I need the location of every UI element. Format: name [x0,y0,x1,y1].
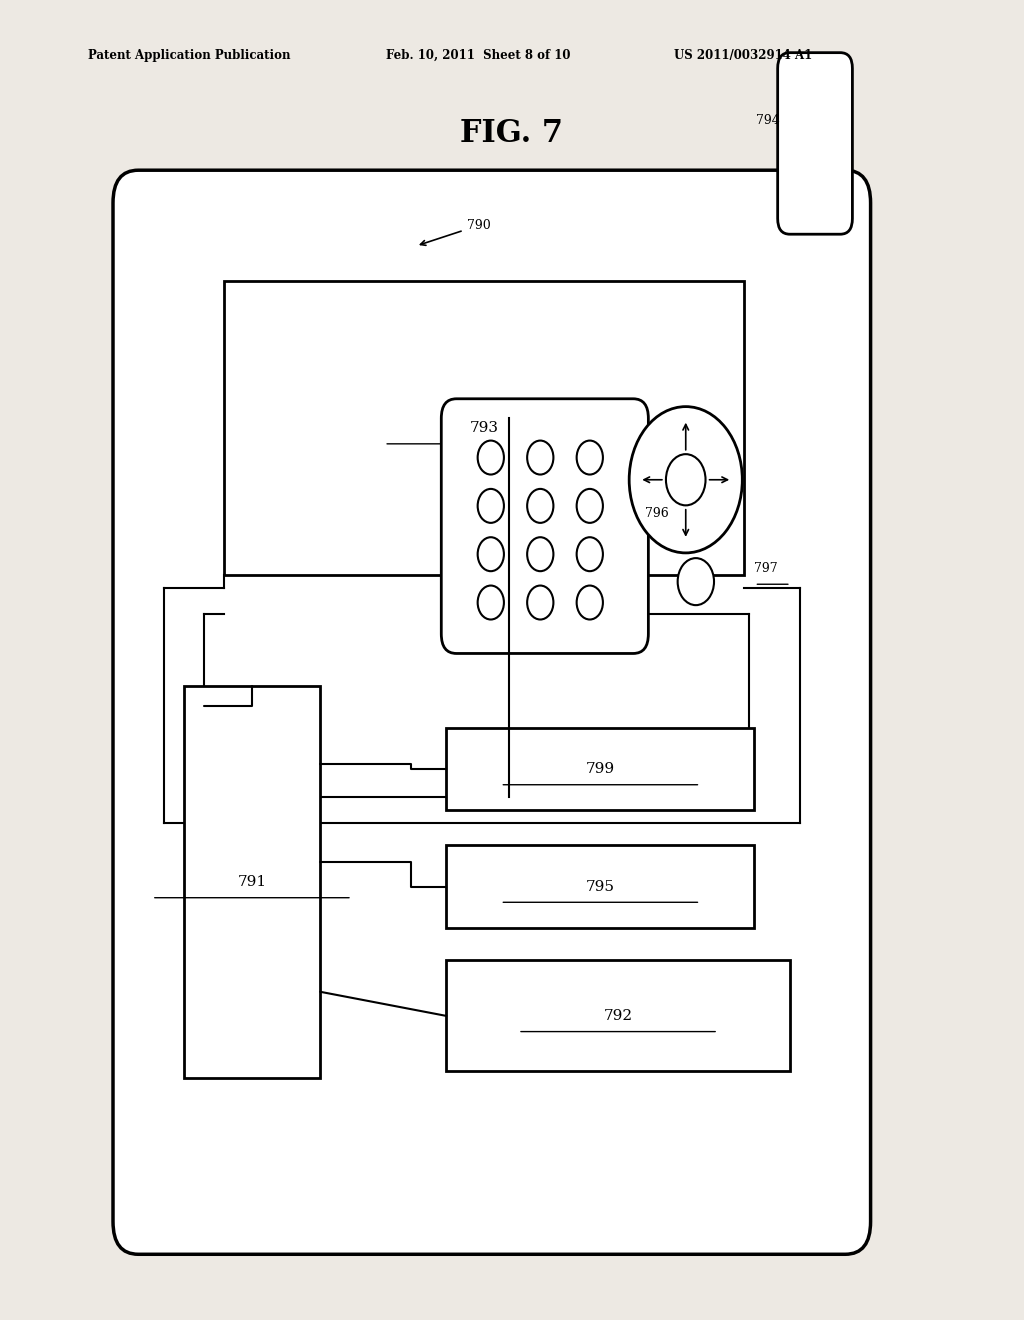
Circle shape [629,407,742,553]
Circle shape [477,441,504,474]
Circle shape [527,586,553,619]
FancyBboxPatch shape [777,53,852,234]
Circle shape [577,586,603,619]
Text: 795: 795 [586,879,614,894]
Text: 793: 793 [470,421,499,436]
Circle shape [577,441,603,474]
Circle shape [577,537,603,572]
Circle shape [527,441,553,474]
Circle shape [577,488,603,523]
Circle shape [527,537,553,572]
Circle shape [477,488,504,523]
Circle shape [477,537,504,572]
Bar [224,281,744,576]
Bar [446,961,790,1072]
Text: FIG. 7: FIG. 7 [461,117,563,149]
Text: 799: 799 [586,762,615,776]
Circle shape [678,558,714,605]
Text: 794: 794 [756,115,779,128]
Text: US 2011/0032914 A1: US 2011/0032914 A1 [674,49,812,62]
Text: 797: 797 [755,562,778,576]
Text: 791: 791 [238,875,266,890]
Text: 792: 792 [603,1008,633,1023]
Text: 790: 790 [421,219,490,246]
Text: 796: 796 [645,507,669,520]
Text: Feb. 10, 2011  Sheet 8 of 10: Feb. 10, 2011 Sheet 8 of 10 [386,49,570,62]
Circle shape [477,586,504,619]
Circle shape [666,454,706,506]
Circle shape [527,488,553,523]
Text: Patent Application Publication: Patent Application Publication [88,49,290,62]
Bar [183,686,321,1078]
Bar [446,727,755,810]
Bar [446,846,755,928]
FancyBboxPatch shape [113,170,870,1254]
FancyBboxPatch shape [441,399,648,653]
